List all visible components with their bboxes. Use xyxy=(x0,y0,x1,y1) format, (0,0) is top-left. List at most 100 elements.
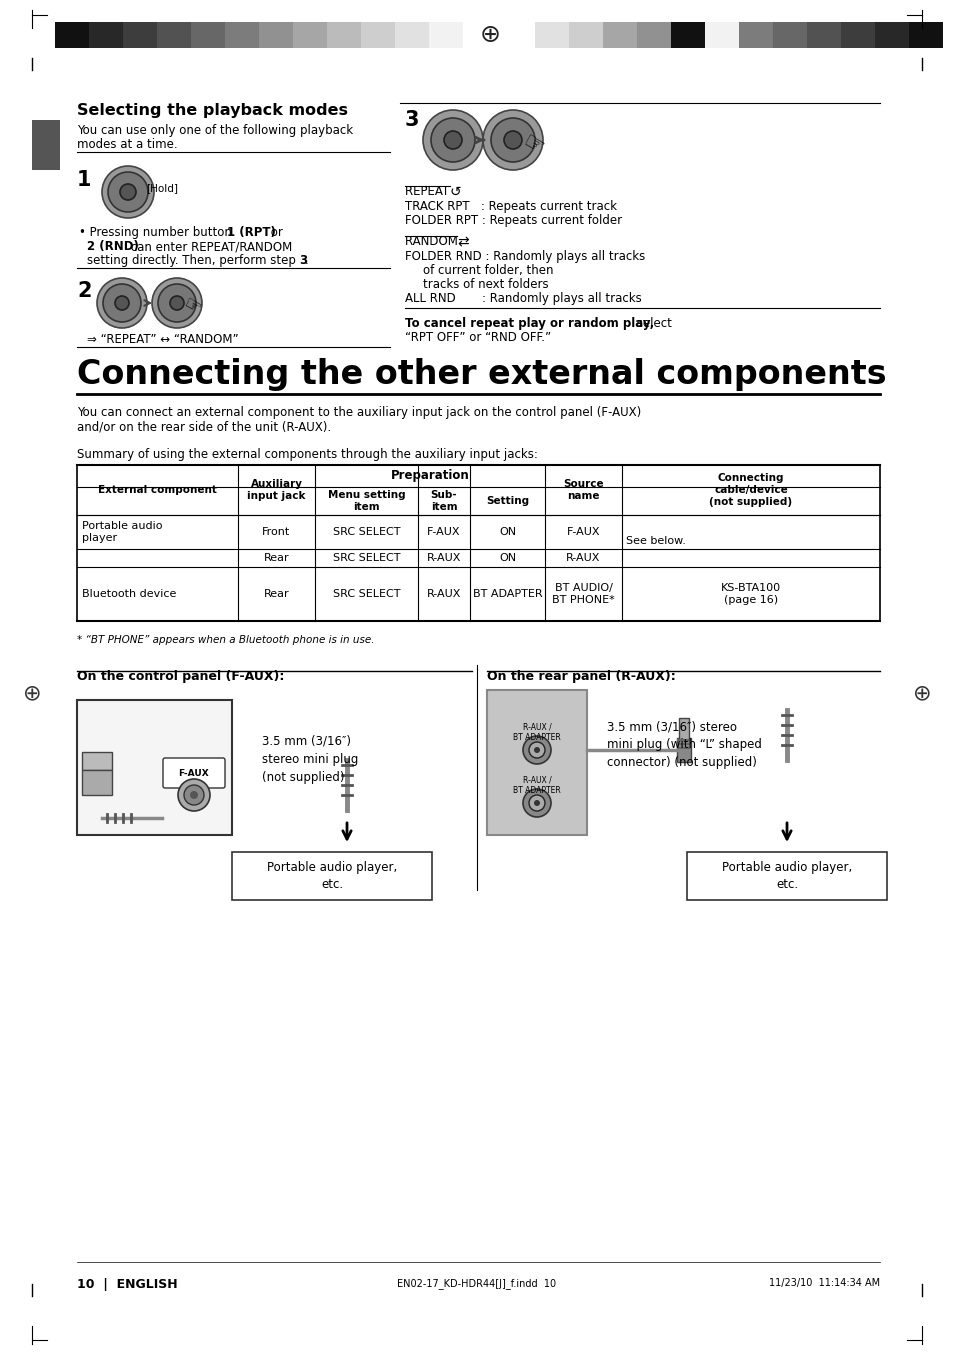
Circle shape xyxy=(184,785,204,806)
Text: 3: 3 xyxy=(405,110,419,130)
Bar xyxy=(772,22,806,47)
Text: Portable audio
player: Portable audio player xyxy=(82,521,162,543)
Text: Connecting
cable/device
(not supplied): Connecting cable/device (not supplied) xyxy=(709,473,792,508)
Text: F-AUX: F-AUX xyxy=(178,769,209,777)
Bar xyxy=(535,22,568,47)
FancyBboxPatch shape xyxy=(163,758,225,788)
Text: ALL RND       : Randomly plays all tracks: ALL RND : Randomly plays all tracks xyxy=(405,292,641,305)
Circle shape xyxy=(534,747,539,753)
Text: FOLDER RND : Randomly plays all tracks: FOLDER RND : Randomly plays all tracks xyxy=(405,250,644,263)
Text: Bluetooth device: Bluetooth device xyxy=(82,589,176,598)
Text: SRC SELECT: SRC SELECT xyxy=(333,552,400,563)
Text: Front: Front xyxy=(262,527,291,538)
Bar xyxy=(82,751,112,770)
Text: 3.5 mm (3/16″)
stereo mini plug
(not supplied): 3.5 mm (3/16″) stereo mini plug (not sup… xyxy=(262,735,358,784)
Text: R-AUX /
BT ADAPTER: R-AUX / BT ADAPTER xyxy=(513,776,560,795)
Text: Summary of using the external components through the auxiliary input jacks:: Summary of using the external components… xyxy=(77,448,537,460)
Circle shape xyxy=(529,795,544,811)
Text: EN02-17_KD-HDR44[J]_f.indd  10: EN02-17_KD-HDR44[J]_f.indd 10 xyxy=(397,1278,556,1289)
Bar xyxy=(191,22,225,47)
Text: and/or on the rear side of the unit (R-AUX).: and/or on the rear side of the unit (R-A… xyxy=(77,420,331,433)
Bar xyxy=(568,22,602,47)
Bar xyxy=(679,718,688,741)
Text: or: or xyxy=(267,226,283,240)
Text: Connecting the other external components: Connecting the other external components xyxy=(77,357,885,391)
Text: TRACK RPT   : Repeats current track: TRACK RPT : Repeats current track xyxy=(405,200,617,213)
Bar xyxy=(123,22,157,47)
Bar xyxy=(486,691,586,835)
Text: KS-BTA100
(page 16): KS-BTA100 (page 16) xyxy=(720,582,781,605)
Text: ON: ON xyxy=(498,527,516,538)
Text: select: select xyxy=(633,317,671,330)
Text: On the control panel (F-AUX):: On the control panel (F-AUX): xyxy=(77,670,284,682)
Bar xyxy=(395,22,429,47)
Circle shape xyxy=(170,297,184,310)
Circle shape xyxy=(97,278,147,328)
Text: SRC SELECT: SRC SELECT xyxy=(333,527,400,538)
Bar xyxy=(258,22,293,47)
Circle shape xyxy=(152,278,202,328)
Text: 2 (RND): 2 (RND) xyxy=(87,240,139,253)
Text: ☞: ☞ xyxy=(517,130,548,161)
Circle shape xyxy=(178,779,210,811)
Text: Auxiliary
input jack: Auxiliary input jack xyxy=(247,479,305,501)
Text: .: . xyxy=(305,255,309,267)
Bar xyxy=(232,852,432,900)
Circle shape xyxy=(422,110,482,171)
Circle shape xyxy=(522,789,551,816)
Bar xyxy=(637,22,670,47)
Text: * “BT PHONE” appears when a Bluetooth phone is in use.: * “BT PHONE” appears when a Bluetooth ph… xyxy=(77,635,375,645)
Text: ↺: ↺ xyxy=(450,185,461,199)
Bar xyxy=(677,738,690,762)
Bar xyxy=(874,22,908,47)
Text: To cancel repeat play or random play,: To cancel repeat play or random play, xyxy=(405,317,654,330)
Text: modes at a time.: modes at a time. xyxy=(77,138,177,152)
Text: “RPT OFF” or “RND OFF.”: “RPT OFF” or “RND OFF.” xyxy=(405,330,551,344)
Circle shape xyxy=(190,791,198,799)
Text: 1 (RPT): 1 (RPT) xyxy=(227,226,275,240)
Text: REPEAT: REPEAT xyxy=(405,185,453,198)
Circle shape xyxy=(431,118,475,162)
Bar xyxy=(293,22,327,47)
Text: 11/23/10  11:14:34 AM: 11/23/10 11:14:34 AM xyxy=(768,1278,879,1288)
Text: setting directly. Then, perform step: setting directly. Then, perform step xyxy=(87,255,299,267)
Bar xyxy=(32,121,60,171)
Circle shape xyxy=(534,800,539,806)
Text: Source
name: Source name xyxy=(562,479,603,501)
Circle shape xyxy=(158,284,195,322)
Bar xyxy=(225,22,258,47)
Bar xyxy=(89,22,123,47)
Text: BT ADAPTER: BT ADAPTER xyxy=(472,589,541,598)
Text: SRC SELECT: SRC SELECT xyxy=(333,589,400,598)
Text: Rear: Rear xyxy=(263,589,289,598)
Text: 3.5 mm (3/16″) stereo
mini plug (with “L” shaped
connector) (not supplied): 3.5 mm (3/16″) stereo mini plug (with “L… xyxy=(606,720,761,769)
Bar xyxy=(602,22,637,47)
Bar xyxy=(429,22,462,47)
Bar xyxy=(157,22,191,47)
Circle shape xyxy=(108,172,148,213)
Text: tracks of next folders: tracks of next folders xyxy=(422,278,548,291)
Text: External component: External component xyxy=(98,485,216,496)
Bar xyxy=(77,700,232,835)
Text: Rear: Rear xyxy=(263,552,289,563)
Circle shape xyxy=(522,737,551,764)
Circle shape xyxy=(103,284,141,322)
Text: R-AUX /
BT ADAPTER: R-AUX / BT ADAPTER xyxy=(513,722,560,742)
Text: R-AUX: R-AUX xyxy=(566,552,600,563)
Bar xyxy=(806,22,841,47)
Text: 10  |  ENGLISH: 10 | ENGLISH xyxy=(77,1278,177,1290)
Text: You can use only one of the following playback: You can use only one of the following pl… xyxy=(77,125,353,137)
Text: ⊕: ⊕ xyxy=(912,682,930,703)
Text: of current folder, then: of current folder, then xyxy=(422,264,553,278)
Bar xyxy=(841,22,874,47)
Text: RANDOM: RANDOM xyxy=(405,236,461,248)
Bar xyxy=(55,22,89,47)
Text: R-AUX: R-AUX xyxy=(426,552,460,563)
Bar xyxy=(704,22,739,47)
Bar xyxy=(908,22,942,47)
Circle shape xyxy=(120,184,136,200)
Text: 2: 2 xyxy=(77,282,91,301)
Text: Portable audio player,
etc.: Portable audio player, etc. xyxy=(721,861,851,891)
Text: On the rear panel (R-AUX):: On the rear panel (R-AUX): xyxy=(486,670,675,682)
Text: You can connect an external component to the auxiliary input jack on the control: You can connect an external component to… xyxy=(77,406,640,418)
